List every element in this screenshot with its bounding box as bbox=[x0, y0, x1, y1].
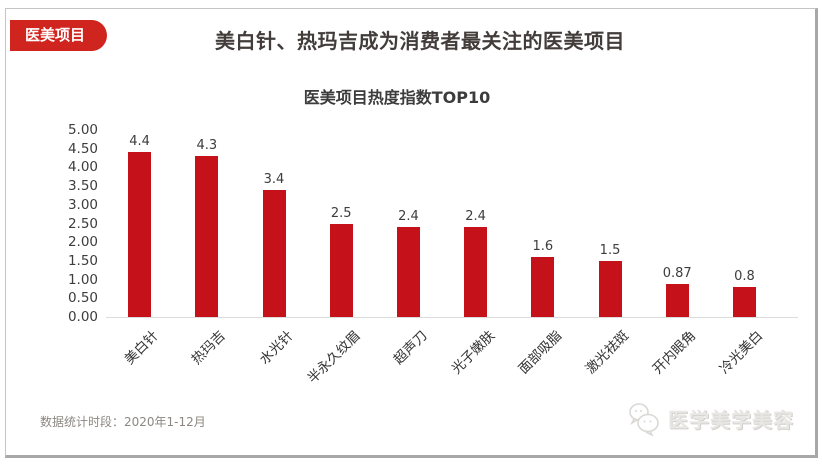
bar-group: 2.4 超声刀 bbox=[375, 130, 442, 368]
x-tick-label: 冷光美白 bbox=[717, 327, 767, 378]
bar-group: 0.8 冷光美白 bbox=[711, 130, 778, 377]
bar-group: 2.5 半永久纹眉 bbox=[304, 130, 375, 387]
x-tick-label: 半永久纹眉 bbox=[304, 327, 364, 387]
bar-group: 1.5 激光祛斑 bbox=[576, 130, 643, 377]
x-tick-label: 开内眼角 bbox=[649, 327, 700, 378]
bar-value-label: 4.4 bbox=[129, 134, 150, 150]
x-tick-label: 水光针 bbox=[256, 327, 297, 368]
x-tick-label: 激光祛斑 bbox=[582, 327, 633, 378]
y-tick-label: 2.00 bbox=[67, 234, 98, 251]
bar-value-label: 3.4 bbox=[263, 171, 285, 187]
y-tick-label: 3.50 bbox=[67, 178, 98, 195]
bar-value-label: 1.6 bbox=[532, 239, 554, 255]
bar bbox=[665, 284, 689, 317]
brand-watermark: 医学美学美容 bbox=[626, 400, 794, 436]
corner-badge: 医美项目 bbox=[10, 20, 108, 51]
bar-value-label: 0.87 bbox=[662, 266, 692, 282]
y-tick-label: 3.00 bbox=[67, 196, 98, 213]
bar-group: 3.4 水光针 bbox=[240, 130, 307, 368]
bar-group: 4.4 美白针 bbox=[106, 130, 173, 367]
bar-value-label: 2.4 bbox=[465, 209, 486, 225]
data-period-note: 数据统计时段：2020年1-12月 bbox=[40, 415, 206, 429]
bar-value-label: 0.8 bbox=[734, 269, 755, 285]
y-tick-label: 1.50 bbox=[67, 252, 98, 269]
y-tick-label: 1.00 bbox=[67, 271, 98, 288]
chat-bubbles-icon bbox=[629, 403, 659, 436]
bar bbox=[195, 156, 219, 317]
bar-value-label: 2.5 bbox=[330, 205, 352, 221]
bar bbox=[531, 257, 555, 317]
y-tick-label: 0.00 bbox=[67, 309, 98, 325]
plot-columns: 4.4 美白针 4.3 热玛吉 3.4 水光针 2.5 半永久纹眉 2.4 超声刀 2.4 光子嫩肤 1… bbox=[106, 130, 778, 387]
x-tick-label: 面部吸脂 bbox=[515, 327, 565, 378]
bar bbox=[329, 223, 353, 317]
y-axis: 5.00 4.50 4.00 3.50 3.00 2.50 2.00 1.50 1.00 0.50… bbox=[40, 122, 98, 325]
bar bbox=[464, 227, 488, 317]
bar-group: 0.87 开内眼角 bbox=[644, 130, 711, 377]
x-tick-label: 热玛吉 bbox=[189, 327, 229, 368]
y-tick-label: 0.50 bbox=[67, 290, 98, 307]
bar-value-label: 4.3 bbox=[196, 138, 218, 154]
bar bbox=[128, 152, 152, 317]
page-title: 美白针、热玛吉成为消费者最关注的医美项目 bbox=[215, 29, 625, 53]
bar bbox=[262, 189, 286, 317]
x-tick-label: 超声刀 bbox=[390, 327, 431, 368]
bar bbox=[732, 287, 756, 317]
brand-name: 医学美学美容 bbox=[668, 407, 794, 432]
x-tick-label: 光子嫩肤 bbox=[448, 327, 498, 378]
bar-group: 4.3 热玛吉 bbox=[173, 130, 240, 368]
y-tick-label: 5.00 bbox=[67, 122, 98, 138]
bar-value-label: 2.4 bbox=[398, 209, 419, 225]
bar-group: 2.4 光子嫩肤 bbox=[442, 130, 509, 377]
bar-group: 1.6 面部吸脂 bbox=[509, 130, 576, 377]
y-tick-label: 4.50 bbox=[67, 140, 98, 157]
bar-value-label: 1.5 bbox=[599, 242, 621, 258]
plot-area: 4.4 美白针 4.3 热玛吉 3.4 水光针 2.5 半永久纹眉 2.4 超声刀 2.4 光子嫩肤 1… bbox=[106, 130, 798, 387]
bar bbox=[598, 260, 622, 317]
bar bbox=[396, 227, 420, 317]
y-tick-label: 4.00 bbox=[67, 159, 98, 176]
y-tick-label: 2.50 bbox=[67, 215, 98, 232]
chart-title: 医美项目热度指数TOP10 bbox=[303, 88, 491, 107]
x-tick-label: 美白针 bbox=[121, 327, 162, 368]
